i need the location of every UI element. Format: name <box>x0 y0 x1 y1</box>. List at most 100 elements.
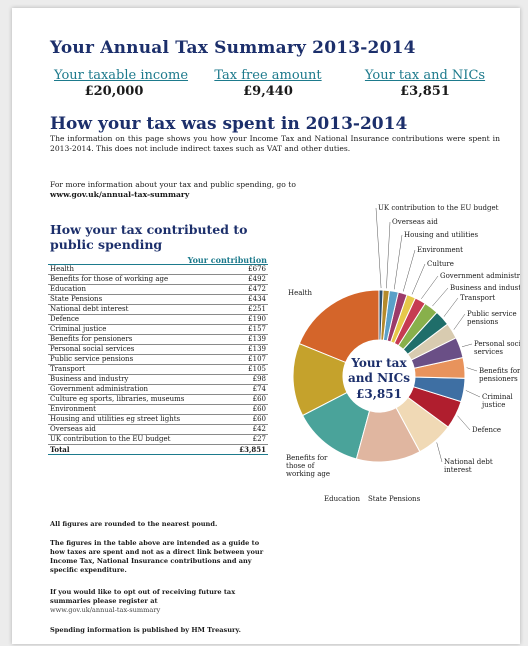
slice-label: Public service pensions <box>467 310 517 326</box>
table-total-row: Total £3,851 <box>48 444 268 455</box>
row-amount: £190 <box>227 314 268 325</box>
row-category: Government administration <box>48 384 228 395</box>
row-amount: £676 <box>227 264 268 275</box>
leader-line <box>457 415 471 431</box>
table-row: Government administration £74 <box>48 384 268 395</box>
spending-table: Health £676 Benefits for those of working … <box>48 264 268 455</box>
row-category: Public service pensions <box>48 354 228 365</box>
summary-value: £20,000 <box>84 84 144 99</box>
summary-value: £9,440 <box>243 84 293 99</box>
note-opt-out-link[interactable]: www.gov.uk/annual-tax-summary <box>50 606 161 614</box>
row-category: National debt interest <box>48 304 228 315</box>
summary-label[interactable]: Your tax and NICs <box>364 68 486 83</box>
row-amount: £60 <box>227 404 268 415</box>
slice-label: Transport <box>460 294 495 302</box>
table-row: Overseas aid £42 <box>48 424 268 435</box>
row-amount: £107 <box>227 354 268 365</box>
section-heading-contribution: How your tax contributed to public spend… <box>50 222 248 252</box>
leader-line <box>436 442 443 463</box>
donut-center-label: £3,851 <box>356 387 402 401</box>
summary-label[interactable]: Tax free amount <box>214 68 322 83</box>
slice-label: Business and industry <box>450 284 520 292</box>
table-row: Benefits for pensioners £139 <box>48 334 268 345</box>
table-row: National debt interest £251 <box>48 304 268 315</box>
more-info-link[interactable]: www.gov.uk/annual-tax-summary <box>50 190 190 199</box>
row-category: Environment <box>48 404 228 415</box>
table-row: Business and industry £98 <box>48 374 268 385</box>
row-category: Overseas aid <box>48 424 228 435</box>
slice-label: Education <box>324 495 360 503</box>
slice-label: National debt interest <box>444 458 493 474</box>
table-row: Culture eg sports, libraries, museums £60 <box>48 394 268 405</box>
note-rounding: All figures are rounded to the nearest p… <box>50 520 218 528</box>
slice-label: Housing and utilities <box>404 231 478 239</box>
note-guide: The figures in the table above are inten… <box>50 539 264 574</box>
donut-center-label: Your tax <box>350 356 407 370</box>
row-category: Housing and utilities eg street lights <box>48 414 228 425</box>
table-row: Education £472 <box>48 284 268 295</box>
row-amount: £60 <box>227 394 268 405</box>
row-amount: £27 <box>227 434 268 445</box>
table-row: Benefits for those of working age £492 <box>48 274 268 285</box>
slice-label: Defence <box>472 426 501 434</box>
table-column-header: Your contribution <box>187 255 267 265</box>
tax-summary-page: Your Annual Tax Summary 2013-2014 Your t… <box>12 8 520 644</box>
row-category: Defence <box>48 314 228 325</box>
row-category: Transport <box>48 364 228 375</box>
summary-label[interactable]: Your taxable income <box>54 68 189 83</box>
leader-line <box>411 263 426 295</box>
leader-line <box>466 367 478 372</box>
leader-line <box>375 207 382 289</box>
slice-label: Government administration <box>440 272 520 280</box>
row-amount: £139 <box>227 344 268 355</box>
slice-label: Benefits for those of working age <box>286 454 330 478</box>
row-amount: £98 <box>227 374 268 385</box>
row-amount: £42 <box>227 424 268 435</box>
table-row: Public service pensions £107 <box>48 354 268 365</box>
row-category: Health <box>48 264 228 275</box>
row-category: Education <box>48 284 228 295</box>
total-label: Total <box>48 444 228 455</box>
summary-value: £3,851 <box>400 84 450 99</box>
row-amount: £472 <box>227 284 268 295</box>
note-source: Spending information is published by HM … <box>50 626 241 634</box>
row-amount: £251 <box>227 304 268 315</box>
row-amount: £60 <box>227 414 268 425</box>
row-amount: £105 <box>227 364 268 375</box>
donut-center-label: and NICs <box>348 371 410 385</box>
slice-label: State Pensions <box>368 495 421 503</box>
leader-line <box>432 287 449 307</box>
spending-donut-chart: Health Benefits for those of working age Edu… <box>286 204 520 503</box>
table-row: Environment £60 <box>48 404 268 415</box>
intro-paragraph: The information on this page shows you h… <box>50 134 500 153</box>
page-title: Your Annual Tax Summary 2013-2014 <box>50 38 416 58</box>
row-amount: £74 <box>227 384 268 395</box>
leader-line <box>461 343 473 347</box>
slice-label: Culture <box>427 260 454 268</box>
more-info-text: For more information about your tax and … <box>50 180 296 189</box>
row-category: Benefits for those of working age <box>48 274 228 285</box>
row-amount: £157 <box>227 324 268 335</box>
section-heading-spent: How your tax was spent in 2013-2014 <box>50 114 408 134</box>
table-row: Transport £105 <box>48 364 268 375</box>
row-amount: £492 <box>227 274 268 285</box>
table-row: Health £676 <box>48 264 268 275</box>
total-value: £3,851 <box>227 444 268 455</box>
table-row: Personal social services £139 <box>48 344 268 355</box>
table-row: State Pensions £434 <box>48 294 268 305</box>
row-amount: £434 <box>227 294 268 305</box>
table-row: UK contribution to the EU budget £27 <box>48 434 268 445</box>
row-category: Criminal justice <box>48 324 228 335</box>
slice-label: Health <box>288 289 312 297</box>
row-category: Benefits for pensioners <box>48 334 228 345</box>
leader-line <box>402 249 416 292</box>
row-category: Culture eg sports, libraries, museums <box>48 394 228 405</box>
summary-tax-and-nics: Your tax and NICs £3,851 <box>360 68 490 99</box>
summary-taxable-income: Your taxable income £20,000 <box>54 68 189 99</box>
slice-label: Criminal justice <box>481 393 513 409</box>
row-category: UK contribution to the EU budget <box>48 434 228 445</box>
slice-label: Environment <box>417 246 463 254</box>
summary-tax-free-amount: Tax free amount £9,440 <box>208 68 328 99</box>
slice-label: UK contribution to the EU budget <box>378 204 499 212</box>
note-opt-out: If you would like to opt out of receivin… <box>50 588 236 605</box>
